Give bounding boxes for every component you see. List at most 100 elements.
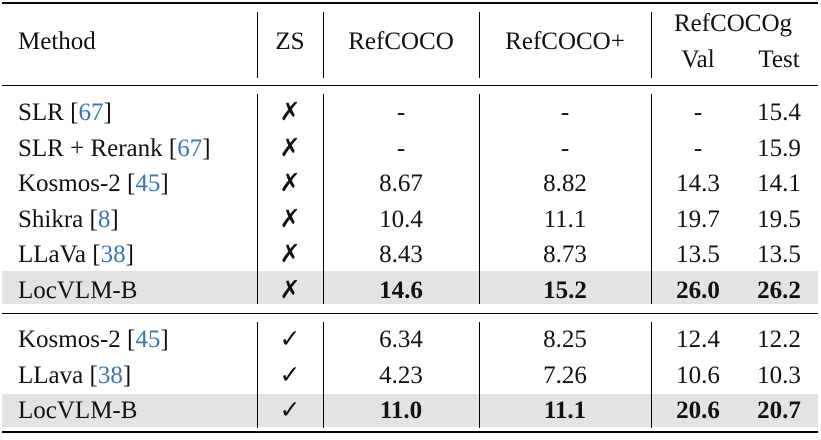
citation-link[interactable]: 45: [135, 170, 161, 198]
refcocog-test-cell: 15.4: [757, 99, 801, 126]
vline-4b: [651, 94, 652, 304]
zs-cell: ✓: [279, 397, 301, 424]
header-zs: ZS: [275, 28, 305, 55]
citation-link[interactable]: 8: [97, 205, 111, 233]
refcoco-cell: -: [396, 134, 406, 162]
method-name: LLava: [18, 361, 90, 389]
method-name: Kosmos-2: [18, 326, 128, 353]
vline-3: [479, 12, 480, 78]
header-rule: [2, 85, 818, 86]
table-row: Kosmos-2 [45] ✗ 8.67 8.82 14.3 14.1: [0, 167, 821, 201]
highlight-row-2: [2, 394, 818, 427]
method-cell: LLava [38]: [18, 359, 131, 393]
refcoco-cell: 4.23: [379, 361, 423, 389]
refcocog-val-cell: -: [693, 134, 703, 162]
refcoco-cell: 8.67: [379, 170, 423, 198]
citation-link[interactable]: 38: [100, 241, 126, 269]
header-val: Val: [681, 46, 715, 73]
refcoco-plus-cell: 8.82: [543, 170, 587, 198]
table-row: SLR + Rerank [67] ✗ - - - 15.9: [0, 132, 821, 166]
zs-cell: ✗: [279, 277, 301, 304]
refcocog-val-cell: 14.3: [676, 170, 720, 198]
zs-cell: ✗: [279, 170, 301, 198]
citation: [8]: [89, 205, 119, 233]
table-row: LLava [38] ✓ 4.23 7.26 10.6 10.3: [0, 359, 821, 393]
zs-cell: ✗: [279, 134, 301, 162]
header-refcoco: RefCOCO: [348, 28, 454, 55]
refcoco-cell: 10.4: [379, 205, 423, 233]
refcocog-val-cell: 10.6: [676, 361, 720, 389]
refcocog-test-cell: 15.9: [757, 134, 801, 162]
citation: [67]: [70, 99, 112, 126]
refcocog-test-cell: 19.5: [757, 205, 801, 233]
method-name: SLR + Rerank: [18, 134, 169, 162]
method-name: LocVLM-B: [18, 397, 138, 424]
refcocog-test-cell: 14.1: [757, 170, 801, 198]
vline-2b: [323, 94, 324, 304]
method-name: Kosmos-2: [18, 170, 128, 198]
citation: [38]: [89, 361, 132, 389]
refcoco-cell: 6.34: [379, 326, 423, 353]
refcocog-test-cell: 10.3: [757, 361, 801, 389]
method-name: SLR: [18, 99, 71, 126]
highlight-row-1: [2, 271, 818, 304]
method-cell: LocVLM-B: [18, 394, 137, 428]
method-cell: Shikra [8]: [18, 203, 119, 237]
method-name: Shikra: [18, 205, 90, 233]
vline-4: [651, 12, 652, 78]
top-rule: [2, 2, 818, 4]
refcocog-val-cell: -: [693, 99, 703, 126]
zs-cell: ✗: [279, 241, 301, 269]
refcoco-plus-cell: -: [560, 99, 570, 126]
refcoco-cell: 11.0: [379, 397, 423, 424]
citation-link[interactable]: 38: [97, 361, 123, 389]
citation-link[interactable]: 67: [177, 134, 203, 162]
refcocog-val-cell: 19.7: [676, 205, 720, 233]
vline-2c: [323, 322, 324, 428]
refcoco-plus-cell: 11.1: [543, 205, 587, 233]
refcoco-cell: 8.43: [379, 241, 423, 269]
zs-cell: ✓: [279, 361, 301, 389]
table-row: LLaVa [38] ✗ 8.43 8.73 13.5 13.5: [0, 238, 821, 272]
refcocog-val-cell: 13.5: [676, 241, 720, 269]
vline-3b: [479, 94, 480, 304]
header-method: Method: [18, 28, 96, 55]
citation-link[interactable]: 67: [78, 99, 104, 126]
table-row: Kosmos-2 [45] ✓ 6.34 8.25 12.4 12.2: [0, 323, 821, 357]
header-test: Test: [758, 46, 800, 73]
zs-cell: ✗: [279, 99, 301, 126]
refcoco-cell: -: [396, 99, 406, 126]
method-cell: SLR + Rerank [67]: [18, 132, 211, 166]
zs-cell: ✗: [279, 205, 301, 233]
section-rule: [2, 313, 818, 314]
table-row: Shikra [8] ✗ 10.4 11.1 19.7 19.5: [0, 203, 821, 237]
vline-1: [257, 12, 258, 78]
bottom-rule: [2, 431, 818, 433]
refcocog-val-cell: 20.6: [676, 397, 720, 424]
method-name: LocVLM-B: [18, 277, 138, 304]
method-cell: LLaVa [38]: [18, 238, 134, 272]
citation: [45]: [127, 170, 169, 198]
header-refcocog: RefCOCOg: [673, 10, 793, 37]
refcocog-val-cell: 26.0: [676, 277, 720, 304]
zs-cell: ✓: [279, 326, 301, 353]
table-row: LocVLM-B ✓ 11.0 11.1 20.6 20.7: [0, 394, 821, 428]
vline-4c: [651, 322, 652, 428]
citation-link[interactable]: 45: [135, 326, 161, 353]
refcoco-plus-cell: 11.1: [543, 397, 587, 424]
header-refcoco-plus: RefCOCO+: [505, 28, 625, 55]
refcoco-plus-cell: 8.25: [543, 326, 587, 353]
refcocog-val-cell: 12.4: [676, 326, 720, 353]
vline-1c: [257, 322, 258, 428]
refcocog-test-cell: 26.2: [757, 277, 801, 304]
refcoco-plus-cell: 15.2: [543, 277, 587, 304]
method-cell: Kosmos-2 [45]: [18, 167, 169, 201]
table-row: SLR [67] ✗ - - - 15.4: [0, 96, 821, 130]
refcoco-plus-cell: -: [560, 134, 570, 162]
refcoco-cell: 14.6: [379, 277, 423, 304]
method-cell: LocVLM-B: [18, 274, 137, 308]
citation: [67]: [168, 134, 211, 162]
vline-1b: [257, 94, 258, 304]
method-cell: SLR [67]: [18, 96, 112, 130]
citation: [38]: [92, 241, 134, 269]
